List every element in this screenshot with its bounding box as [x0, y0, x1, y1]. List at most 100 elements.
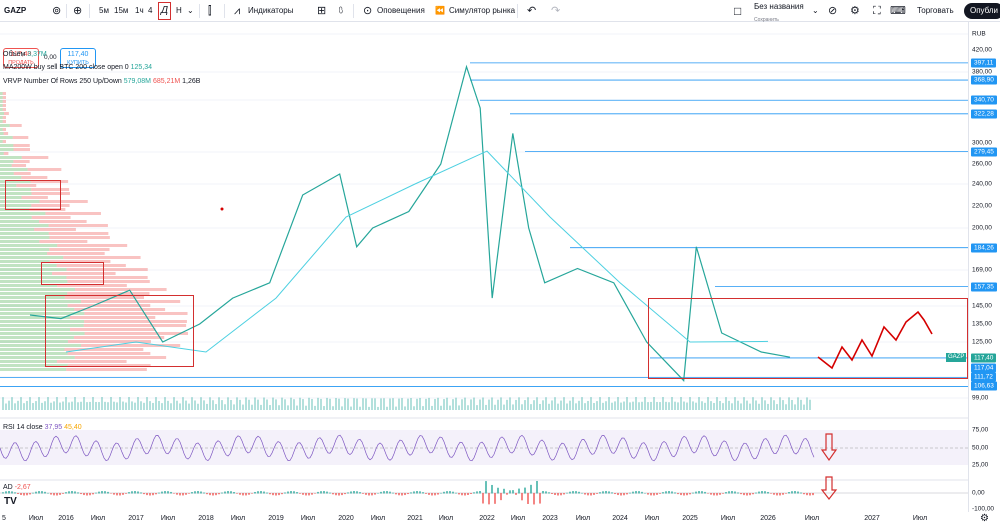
vrvp-legend[interactable]: VRVP Number Of Rows 250 Up/Down 579,08M … — [3, 78, 201, 85]
volume-bar — [323, 406, 325, 410]
ad-bar — [755, 492, 757, 494]
search-icon[interactable]: ⊚ — [52, 5, 62, 17]
volume-bar — [227, 397, 229, 410]
vrvp-bar-up — [0, 244, 58, 247]
vrvp-bar-down — [74, 288, 167, 291]
ad-bar — [629, 492, 631, 494]
volume-bar — [425, 398, 427, 410]
redo-icon[interactable]: ↷ — [551, 5, 561, 17]
undo-icon[interactable]: ↶ — [527, 5, 537, 17]
ad-bar — [665, 491, 667, 494]
layouts-grid-icon[interactable]: ⊞ — [317, 5, 327, 17]
price-axis[interactable]: RUB 420,00 380,00 300,00 260,00 240,00 2… — [968, 22, 1000, 513]
volume-bar — [386, 406, 388, 410]
quick-search-icon[interactable]: ⊘ — [828, 5, 838, 17]
ad-bar — [218, 493, 220, 495]
volume-bar — [194, 400, 196, 410]
volume-bar — [134, 402, 136, 410]
time-axis[interactable]: 5 Июл 2016 Июл 2017 Июл 2018 Июл 2019 Июл 2020 Июл 2… — [0, 512, 968, 526]
vrvp-bar-up — [0, 280, 68, 283]
volume-bar — [719, 400, 721, 410]
replay-button[interactable]: Симулятор рынка — [449, 6, 516, 15]
vrvp-bar-up — [0, 344, 82, 347]
layout-name[interactable]: Без названия — [754, 2, 804, 11]
layout-square-icon[interactable]: □ — [734, 4, 742, 18]
ad-bar — [125, 493, 127, 494]
volume-bar — [167, 400, 169, 410]
vrvp-bar-down — [31, 204, 70, 207]
buy-button[interactable]: 117,40 КУПИТЬ — [60, 48, 96, 68]
ad-bar — [11, 491, 13, 494]
publish-button[interactable]: Опубли — [964, 3, 1000, 19]
price-chart[interactable] — [0, 22, 968, 526]
alerts-button[interactable]: Оповещения — [377, 6, 425, 15]
volume-bar — [647, 402, 649, 410]
symbol-search[interactable]: GAZP — [4, 6, 27, 15]
trade-button[interactable]: Торговать — [917, 6, 954, 15]
chart-pane[interactable]: 117,40 ПРОДАТЬ 0,00 117,40 КУПИТЬ Объём 3,… — [0, 22, 968, 526]
volume-bar — [791, 399, 793, 410]
ad-bar — [290, 491, 292, 494]
vrvp-bar-down — [67, 340, 151, 343]
chevron-down-icon[interactable]: ⌄ — [187, 6, 194, 15]
compare-plus-icon[interactable]: ⊕ — [73, 5, 83, 17]
ma-legend[interactable]: MA200W buy sell BTC 200 close open 0 125… — [3, 64, 153, 71]
tf-daily[interactable]: Д — [158, 2, 172, 20]
ad-bar — [581, 492, 583, 494]
level-badge: 117,04 — [971, 363, 997, 373]
ad-bar — [62, 493, 64, 494]
ad-bar — [353, 491, 355, 494]
volume-bar — [224, 404, 226, 410]
volume-bar — [548, 403, 550, 410]
volume-legend[interactable]: Объём 3,37M — [3, 51, 47, 58]
volume-bar — [446, 397, 448, 410]
chevron-down-icon[interactable]: ⌄ — [812, 6, 819, 15]
volume-bar — [467, 405, 469, 410]
vrvp-bar-up — [0, 152, 4, 155]
volume-bar — [635, 397, 637, 410]
tf-weekly[interactable]: Н — [176, 6, 182, 15]
vrvp-bar-down — [67, 292, 150, 295]
rsi-legend[interactable]: RSI 14 close 37,95 45,40 — [3, 424, 82, 431]
volume-bar — [767, 403, 769, 410]
rsi-band — [0, 430, 968, 465]
annotation-box-accumulation-right — [648, 298, 968, 379]
sell-button[interactable]: 117,40 ПРОДАТЬ — [3, 48, 39, 68]
ad-bar — [509, 490, 511, 494]
volume-bar — [2, 397, 4, 410]
ad-bar — [173, 493, 175, 494]
ad-bar — [317, 491, 319, 494]
volume-bar — [281, 397, 283, 410]
tf-4[interactable]: 4 — [148, 6, 153, 15]
volume-bar — [611, 402, 613, 410]
volume-bar — [245, 397, 247, 410]
camera-icon[interactable]: ⌨ — [890, 5, 906, 17]
ad-legend[interactable]: AD -2,67 — [3, 484, 31, 491]
volume-bar — [485, 404, 487, 410]
tf-15m[interactable]: 15м — [114, 6, 129, 15]
ad-bar — [368, 493, 370, 496]
candles-icon[interactable]: ⫿ — [208, 5, 212, 17]
ad-bar — [803, 493, 805, 495]
volume-bar — [68, 402, 70, 410]
time-tick: Июл — [230, 515, 246, 522]
indicators-button[interactable]: Индикаторы — [248, 6, 294, 15]
settings-gear-icon[interactable]: ⚙ — [980, 513, 989, 524]
vrvp-bar-up — [0, 264, 57, 267]
vrvp-bar-up — [0, 268, 67, 271]
settings-gear-icon[interactable]: ⚙ — [850, 5, 860, 17]
volume-bar — [677, 402, 679, 410]
volume-bar — [410, 398, 412, 410]
ad-bar — [740, 493, 742, 495]
templates-icon[interactable]: ⩇ — [339, 6, 343, 15]
volume-bar — [440, 405, 442, 410]
ad-bar — [263, 491, 265, 494]
ad-bar — [359, 492, 361, 494]
tf-5m[interactable]: 5м — [99, 6, 109, 15]
volume-bar — [482, 397, 484, 410]
fullscreen-icon[interactable]: ⛶ — [873, 5, 881, 17]
tf-1h[interactable]: 1ч — [135, 6, 144, 15]
vrvp-bar-up — [0, 228, 35, 231]
volume-bar — [233, 404, 235, 410]
volume-bar — [788, 397, 790, 410]
